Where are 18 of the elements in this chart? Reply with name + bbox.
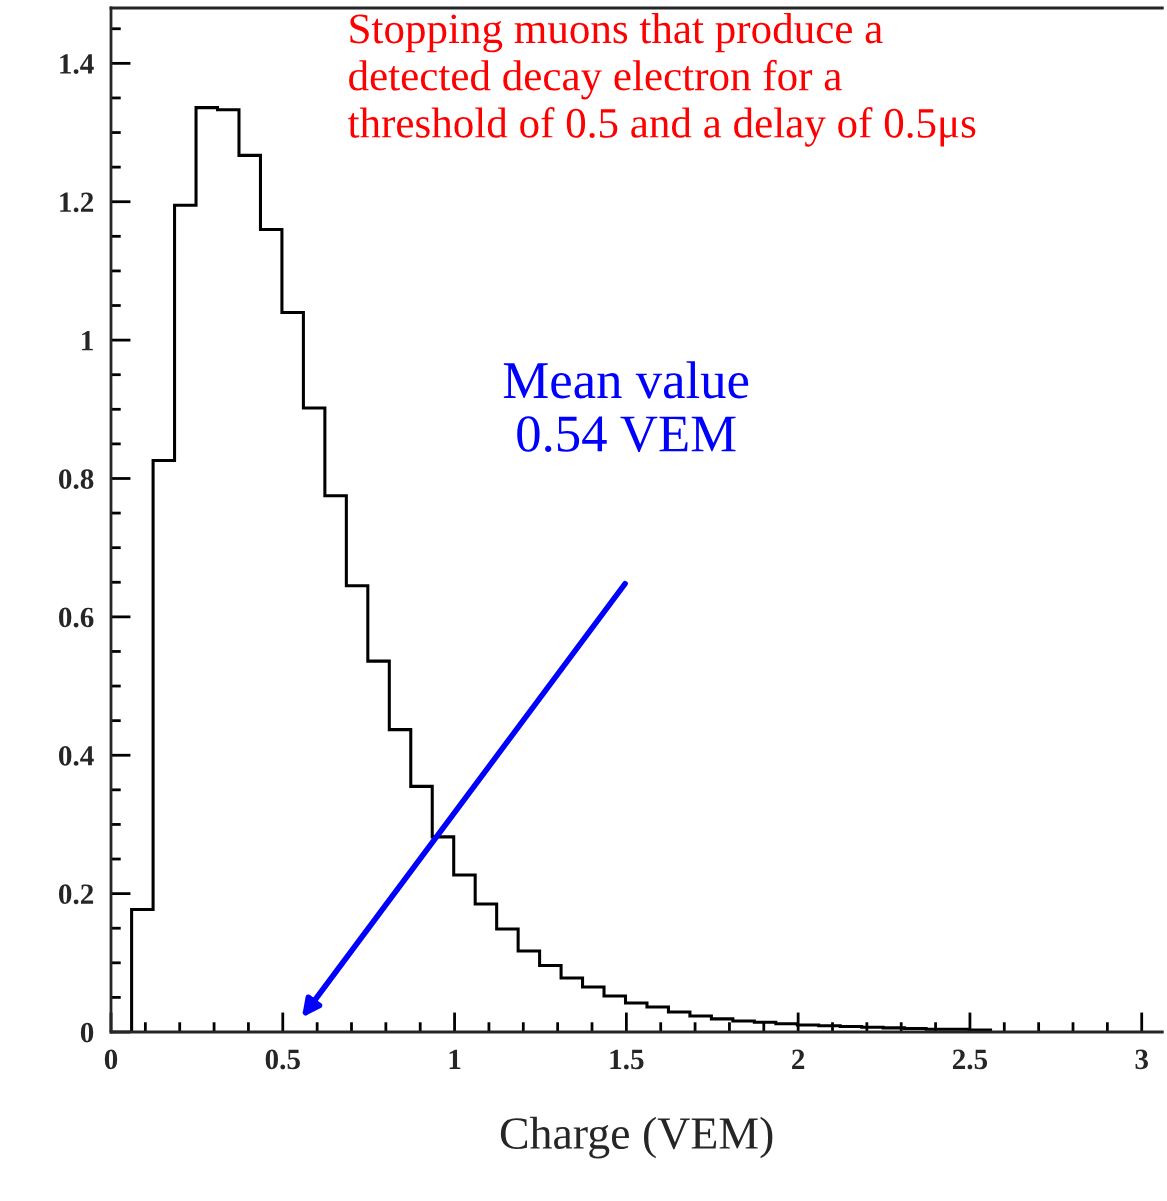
y-tick-label: 1.2 <box>60 192 94 213</box>
x-tick-label: 2 <box>792 1049 805 1069</box>
x-tick-label: 0.5 <box>265 1049 300 1070</box>
y-tick-label: 0.2 <box>58 884 94 905</box>
annotation: Stopping muons that produce a detected decay electron for a threshold of 0.5 and a delay of 0.5μs <box>347 13 976 147</box>
y-tick-label: 0.6 <box>58 607 94 628</box>
x-tick-label: 0 <box>104 1049 118 1070</box>
x-tick-label: 1.5 <box>610 1049 644 1070</box>
y-tick-label: 0.8 <box>58 469 94 490</box>
x-tick-label: 3 <box>1135 1049 1149 1070</box>
x-axis-title: Charge (VEM) <box>500 1116 773 1159</box>
y-tick-label: 0 <box>80 1022 94 1043</box>
y-tick-label: 1.4 <box>60 54 94 74</box>
annotation: Mean value 0.54 VEM <box>503 361 749 453</box>
y-tick-label: 1 <box>82 330 93 351</box>
x-tick-label: 2.5 <box>952 1049 988 1070</box>
y-tick-label: 0.4 <box>58 745 94 766</box>
x-tick-label: 1 <box>449 1049 461 1069</box>
